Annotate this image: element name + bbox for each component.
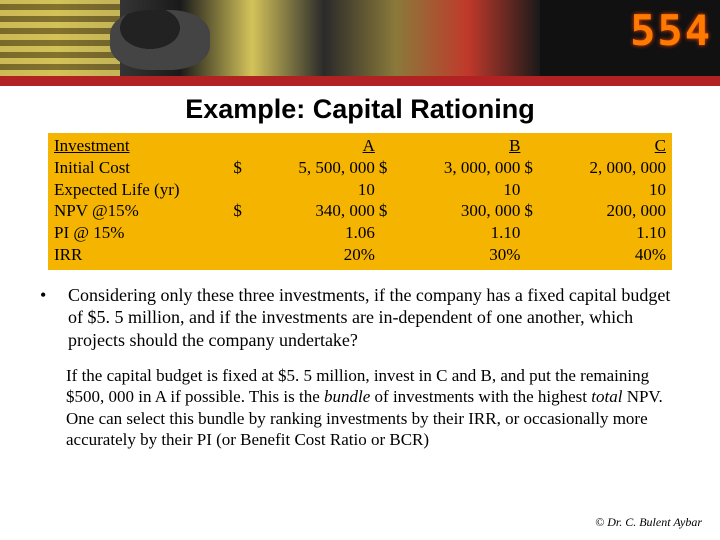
cell-val-a: 340, 000 [250,200,377,222]
cell-cur-a [231,222,250,244]
cell-cur-c: $ [522,200,541,222]
table-row: NPV @15%$340, 000$300, 000$200, 000 [52,200,668,222]
cell-cur-c [522,244,541,266]
cell-val-b: 1.10 [396,222,523,244]
cell-cur-b [377,135,396,157]
cell-cur-a [231,179,250,201]
table-row: IRR 20% 30% 40% [52,244,668,266]
table-row: Expected Life (yr) 10 10 10 [52,179,668,201]
cell-val-b: 3, 000, 000 [396,157,523,179]
row-label: Initial Cost [52,157,231,179]
table-row: Initial Cost$5, 500, 000$3, 000, 000$2, … [52,157,668,179]
cell-val-c: 2, 000, 000 [541,157,668,179]
cell-cur-a: $ [231,200,250,222]
cell-val-b: B [396,135,523,157]
cell-val-a: A [250,135,377,157]
cell-val-b: 300, 000 [396,200,523,222]
cell-cur-b [377,244,396,266]
cell-val-a: 20% [250,244,377,266]
cell-val-b: 30% [396,244,523,266]
row-label: Expected Life (yr) [52,179,231,201]
cell-cur-c [522,179,541,201]
cell-cur-b: $ [377,200,396,222]
question-text: Considering only these three investments… [68,284,680,352]
cell-val-c: 200, 000 [541,200,668,222]
row-label: NPV @15% [52,200,231,222]
row-label: Investment [52,135,231,157]
question-block: • Considering only these three investmen… [40,284,680,352]
cell-val-c: 10 [541,179,668,201]
cell-cur-a: $ [231,157,250,179]
copyright-footer: © Dr. C. Bulent Aybar [595,515,702,530]
cell-val-a: 5, 500, 000 [250,157,377,179]
answer-block: If the capital budget is fixed at $5. 5 … [66,365,666,450]
investment-table: InvestmentABCInitial Cost$5, 500, 000$3,… [52,135,668,266]
cell-cur-b [377,222,396,244]
answer-post: of investments with the highest [370,387,591,406]
cell-cur-b [377,179,396,201]
row-label: IRR [52,244,231,266]
header-banner: 554 [0,0,720,86]
banner-digits: 554 [630,6,712,55]
bullet-dot: • [40,284,68,352]
cell-val-c: 1.10 [541,222,668,244]
slide-title: Example: Capital Rationing [0,86,720,131]
cell-val-c: 40% [541,244,668,266]
table-row: PI @ 15% 1.06 1.10 1.10 [52,222,668,244]
cell-cur-c: $ [522,157,541,179]
cell-val-c: C [541,135,668,157]
cell-val-a: 10 [250,179,377,201]
row-label: PI @ 15% [52,222,231,244]
cell-cur-c [522,222,541,244]
cell-cur-a [231,244,250,266]
investment-table-wrap: InvestmentABCInitial Cost$5, 500, 000$3,… [48,133,672,270]
cell-cur-b: $ [377,157,396,179]
banner-decor-left [0,0,120,76]
banner-decor-hat [110,10,210,70]
answer-ital-1: bundle [324,387,370,406]
cell-val-b: 10 [396,179,523,201]
cell-cur-c [522,135,541,157]
cell-val-a: 1.06 [250,222,377,244]
cell-cur-a [231,135,250,157]
table-row: Investment ABC [52,135,668,157]
answer-ital-2: total [591,387,622,406]
